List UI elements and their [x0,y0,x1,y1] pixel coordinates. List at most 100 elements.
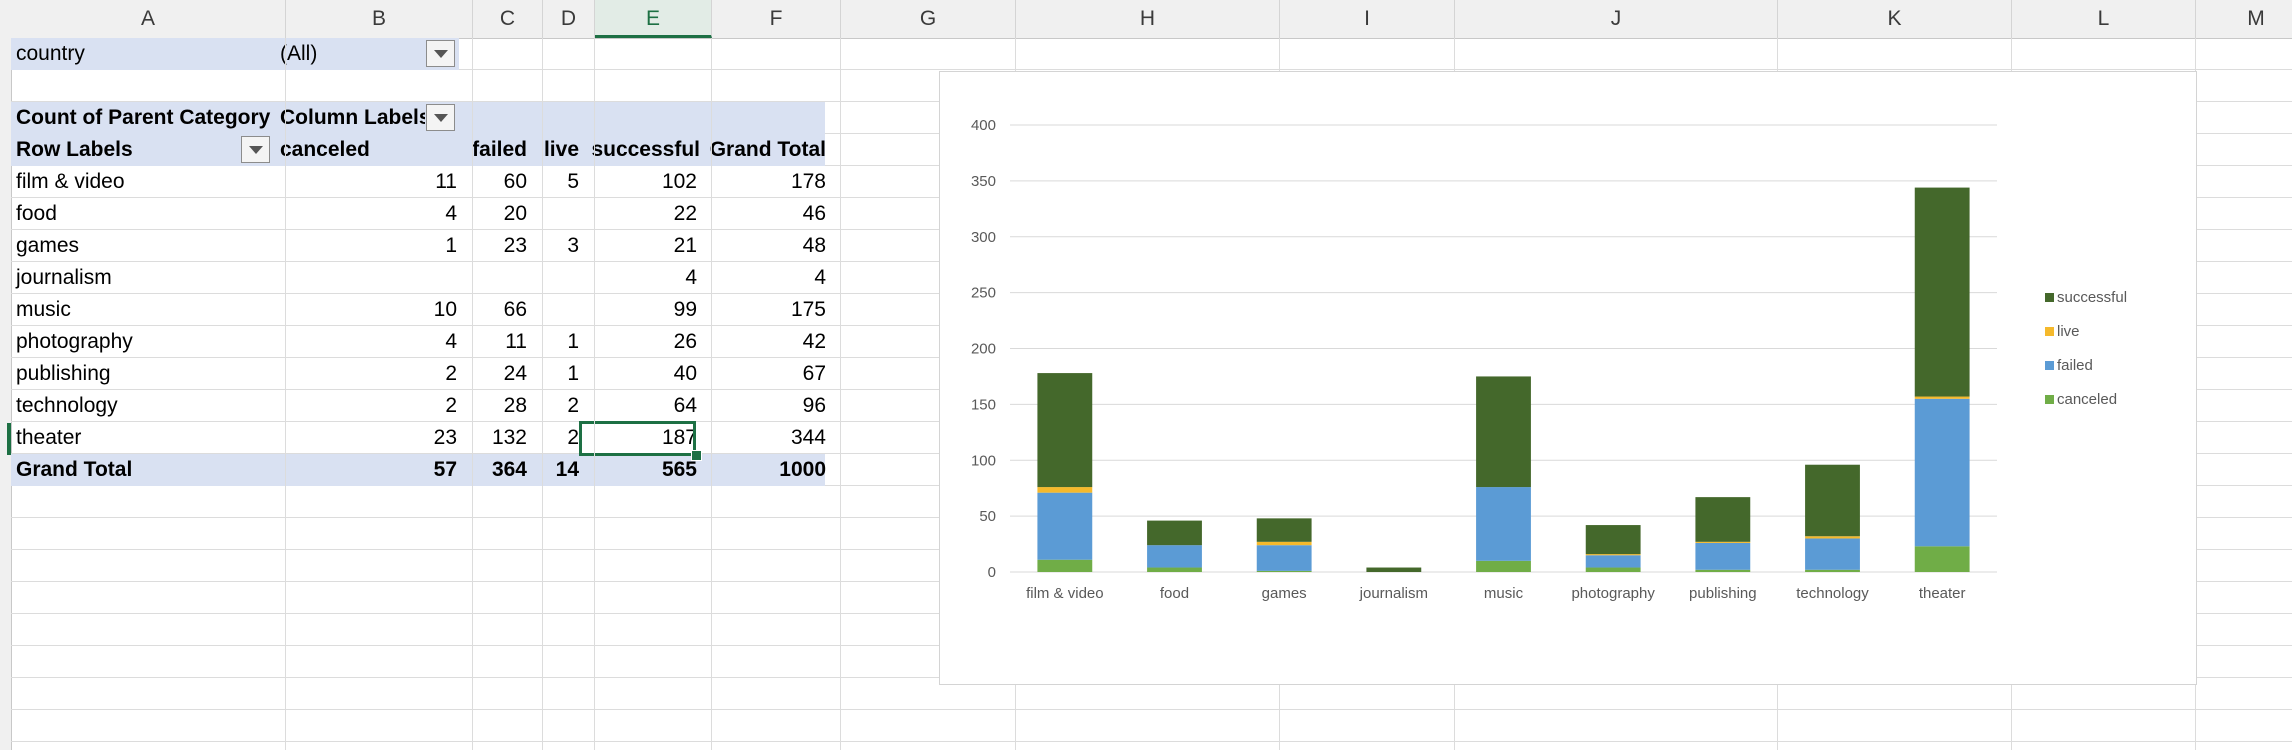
x-tick-label: publishing [1689,585,1757,602]
bar-segment-successful [1805,464,1860,537]
filter-dropdown-button[interactable] [426,40,455,67]
cell-total[interactable]: 42 [802,330,826,353]
cell-successful[interactable]: 22 [673,202,697,225]
column-header-b[interactable]: B [286,0,473,38]
cell-canceled[interactable]: 4 [445,202,457,225]
bar-segment-failed [1147,545,1202,568]
cell-successful[interactable]: 99 [673,298,697,321]
grid-row-line [11,741,2292,742]
cell-failed[interactable]: 66 [503,298,527,321]
column-header-c[interactable]: C [473,0,543,38]
cell-total[interactable]: 48 [802,234,826,257]
legend-label-live: live [2057,323,2080,340]
cell-canceled[interactable]: 2 [445,362,457,385]
cell-total[interactable]: 344 [790,426,826,449]
grand-total-failed[interactable]: 364 [491,458,527,481]
bar-segment-live [1256,541,1312,546]
cell-failed[interactable]: 28 [503,394,527,417]
cell-total[interactable]: 96 [802,394,826,417]
cell-canceled[interactable]: 11 [435,170,457,193]
column-header-g[interactable]: G [841,0,1016,38]
grid-column-line [472,38,473,750]
cell-successful[interactable]: 26 [673,330,697,353]
grand-total-live[interactable]: 14 [555,458,579,481]
grid-row-line [11,69,2292,70]
cell-canceled[interactable]: 2 [445,394,457,417]
cell-successful[interactable]: 4 [685,266,697,289]
active-row-marker [7,423,11,455]
cell-total[interactable]: 46 [802,202,826,225]
bar-segment-canceled [1695,569,1751,572]
stacked-bar-chart[interactable]: 0 50 100 150 200 250 300 350 400 film & video food… [939,71,2197,685]
grid-column-line [285,38,286,750]
column-header-l[interactable]: L [2012,0,2196,38]
cell-successful[interactable]: 40 [673,362,697,385]
cell-successful[interactable]: 187 [661,426,697,449]
row-labels-dropdown-button[interactable] [241,136,270,163]
cell-failed[interactable]: 132 [491,426,527,449]
selected-cell-outline[interactable] [579,421,696,456]
cell-successful[interactable]: 102 [661,170,697,193]
cell-failed[interactable]: 60 [503,170,527,193]
filter-label: country [16,42,85,65]
cell-live[interactable] [532,262,584,294]
bar-segment-failed [1256,545,1312,571]
row-label: technology [16,394,118,417]
cell-canceled[interactable]: 1 [445,234,457,257]
cell-successful[interactable]: 21 [673,234,697,257]
cell-failed[interactable]: 23 [503,234,527,257]
y-tick-label: 250 [971,285,996,302]
grand-total-band [11,454,825,486]
cell-live[interactable] [532,294,584,326]
column-header-f[interactable]: F [712,0,841,38]
column-labels-dropdown-button[interactable] [426,104,455,131]
bar-segment-canceled [1585,567,1641,572]
cell-live[interactable]: 3 [567,234,579,257]
cell-total[interactable]: 178 [790,170,826,193]
cell-canceled[interactable]: 4 [445,330,457,353]
filter-value[interactable]: (All) [280,42,318,65]
legend-swatch-live [2045,327,2054,336]
bar-segment-successful [1256,518,1312,542]
cell-canceled[interactable]: 10 [433,298,457,321]
y-tick-label: 400 [971,117,996,134]
cell-canceled[interactable]: 23 [433,426,457,449]
bar-segment-successful [1914,187,1970,397]
column-header-m[interactable]: M [2196,0,2292,38]
cell-live[interactable]: 1 [567,362,579,385]
cell-failed[interactable]: 24 [503,362,527,385]
pivot-column-labels: Column Labels [280,106,425,129]
cell-live[interactable]: 1 [567,330,579,353]
column-header-d[interactable]: D [543,0,595,38]
grid-column-line [840,38,841,750]
x-tick-label: technology [1796,585,1869,602]
fill-handle[interactable] [691,450,702,461]
grand-total-total[interactable]: 1000 [779,458,826,481]
bar-segment-live [1914,396,1970,399]
column-header-h[interactable]: H [1016,0,1280,38]
grand-total-successful[interactable]: 565 [661,458,697,481]
cell-live[interactable]: 2 [567,426,579,449]
bar-segment-failed [1585,555,1641,568]
cell-live[interactable]: 2 [567,394,579,417]
column-header-i[interactable]: I [1280,0,1455,38]
row-label: journalism [16,266,112,289]
column-header-j[interactable]: J [1455,0,1778,38]
column-header-e[interactable]: E [595,0,712,38]
column-header-k[interactable]: K [1778,0,2012,38]
cell-total[interactable]: 175 [790,298,826,321]
cell-total[interactable]: 67 [802,362,826,385]
bar-segment-successful [1476,376,1531,488]
cell-live[interactable] [532,198,584,230]
bar-segment-canceled [1914,546,1970,572]
cell-live[interactable]: 5 [567,170,579,193]
cell-failed[interactable]: 11 [505,330,527,353]
bar-segment-failed [1695,542,1751,570]
cell-canceled[interactable] [275,262,462,294]
cell-total[interactable]: 4 [814,266,826,289]
column-header-a[interactable]: A [11,0,286,38]
cell-failed[interactable]: 20 [503,202,527,225]
grand-total-canceled[interactable]: 57 [433,458,457,481]
cell-successful[interactable]: 64 [673,394,697,417]
